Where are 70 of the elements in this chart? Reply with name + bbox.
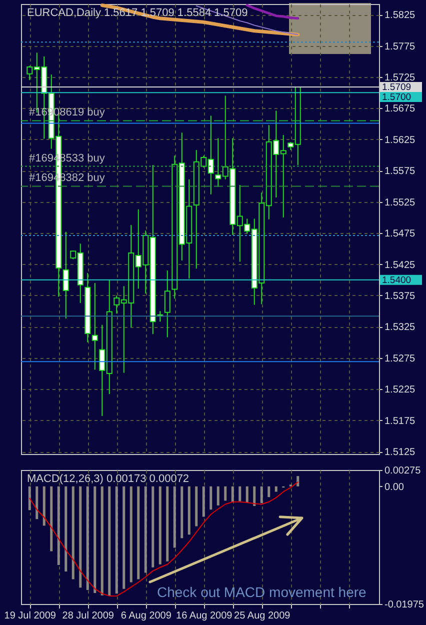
y-tick-label: 1.5325 xyxy=(384,322,416,334)
bar xyxy=(166,486,169,562)
y-tick-label: 1.5375 xyxy=(384,290,416,302)
bar xyxy=(253,486,256,506)
y-tick-label: 1.5725 xyxy=(384,72,416,84)
chart-title: EURCAD,Daily 1.5617 1.5709 1.5584 1.5709 xyxy=(27,7,248,19)
bar xyxy=(50,486,53,552)
bar xyxy=(246,486,248,502)
y-tick-label: 1.5825 xyxy=(384,10,416,22)
bar xyxy=(158,486,162,564)
y-tick-label: 1.5475 xyxy=(384,228,416,240)
y-tick-label: -0.01975 xyxy=(384,600,424,610)
bar xyxy=(210,486,212,510)
bar xyxy=(137,486,140,580)
x-tick-label: 16 Aug 2009 xyxy=(176,610,233,622)
bar xyxy=(152,486,154,568)
y-tick-label: 0.00275 xyxy=(384,466,422,476)
y-tick-label: 1.5125 xyxy=(384,447,416,458)
y-tick-label: 1.5425 xyxy=(384,260,416,271)
bar xyxy=(260,486,263,504)
bar xyxy=(100,486,104,596)
bar xyxy=(42,486,46,526)
y-tick-label: 0.00 xyxy=(384,482,404,493)
y-tick-label: 1.5675 xyxy=(384,104,416,115)
y-tick-label: 1.5575 xyxy=(384,166,416,178)
bar xyxy=(79,486,82,588)
x-tick-label: 19 Jul 2009 xyxy=(4,610,56,622)
y-tick-label: 1.5225 xyxy=(384,384,416,396)
y-tick-label: 1.5275 xyxy=(384,353,416,364)
bar xyxy=(57,486,60,565)
y-tick-label: 1.5175 xyxy=(384,416,416,427)
bar xyxy=(296,476,300,486)
y-tick-label: 1.5625 xyxy=(384,134,416,146)
bar xyxy=(86,486,89,590)
bar xyxy=(130,486,132,582)
bar xyxy=(72,486,74,580)
x-tick-label: 28 Jul 2009 xyxy=(62,610,114,622)
bar xyxy=(173,486,176,548)
bar xyxy=(268,486,270,498)
ref-line-label: 1.5709 xyxy=(382,82,412,94)
bar xyxy=(122,486,126,589)
bar xyxy=(274,486,278,492)
y-tick-label: 1.5525 xyxy=(384,197,416,208)
candlestick xyxy=(164,270,170,338)
bar xyxy=(202,486,205,517)
bar xyxy=(94,486,96,593)
candlestick xyxy=(62,231,69,320)
ref-line-label: 1.5400 xyxy=(382,274,412,286)
bar xyxy=(28,486,31,510)
bar xyxy=(195,486,198,526)
bar xyxy=(115,486,118,594)
bar xyxy=(64,486,68,572)
bar xyxy=(238,486,242,502)
y-tick-label: 1.5775 xyxy=(384,41,416,52)
candlestick xyxy=(92,282,98,370)
bar xyxy=(144,486,147,573)
line-series xyxy=(246,4,300,20)
x-tick-label: 6 Aug 2009 xyxy=(120,610,172,622)
ref-line-label: 1.5700 xyxy=(382,92,412,104)
bar xyxy=(108,486,111,596)
chart-title: MACD(12,26,3) 0.00173 0.00072 xyxy=(27,473,190,485)
bar xyxy=(188,486,190,535)
x-tick-label: 25 Aug 2009 xyxy=(234,610,291,622)
bar xyxy=(36,486,38,520)
annotation: Check out MACD movement here xyxy=(157,584,367,600)
bar xyxy=(231,486,234,502)
bar xyxy=(216,486,220,506)
line-series xyxy=(100,4,300,36)
bar xyxy=(180,486,184,538)
bar xyxy=(224,486,227,501)
